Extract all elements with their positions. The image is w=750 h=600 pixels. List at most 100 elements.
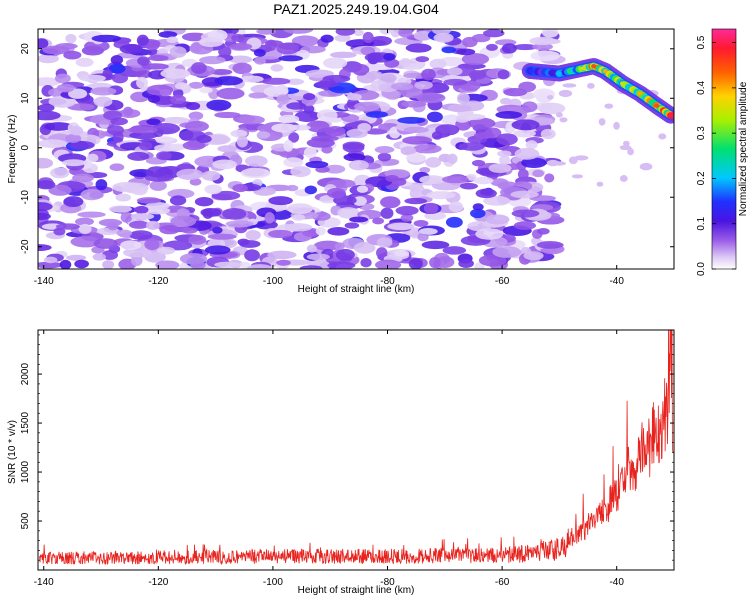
noise-blob [365, 176, 393, 188]
noise-blob [400, 213, 414, 222]
noise-blob [288, 132, 300, 143]
noise-blob [473, 132, 496, 139]
noise-blob [379, 29, 392, 35]
noise-blob [443, 78, 468, 86]
colorbar-tick-label: 0.2 [696, 171, 707, 185]
noise-blob [239, 261, 251, 269]
snr-x-tick-label: -40 [609, 577, 624, 588]
snr-x-axis-label: Height of straight line (km) [298, 585, 415, 596]
noise-blob [102, 260, 115, 269]
noise-blob [146, 220, 160, 231]
noise-blob [74, 259, 89, 269]
noise-blob [306, 138, 335, 148]
noise-blob [211, 190, 241, 201]
noise-blob [353, 242, 376, 254]
noise-blob [329, 51, 357, 59]
colorbar-tick-label: 0.5 [696, 35, 707, 49]
noise-blob [390, 29, 401, 38]
noise-blob [342, 142, 365, 153]
heatmap-y-tick-label: 0 [20, 145, 31, 151]
noise-blob [129, 230, 153, 240]
noise-blob [93, 238, 118, 249]
noise-blob [380, 207, 394, 219]
noise-blob [568, 156, 578, 165]
noise-blob [395, 205, 419, 216]
noise-blob [619, 174, 628, 182]
noise-blob [471, 159, 486, 167]
noise-blob [468, 117, 496, 130]
noise-blob [562, 83, 577, 88]
noise-blob [136, 197, 162, 204]
colorbar-gradient [711, 28, 737, 270]
noise-blob [38, 180, 56, 190]
heatmap-y-ticks: -20 -10 0 10 20 [20, 43, 674, 254]
noise-blob [517, 168, 529, 180]
signal-peak [654, 103, 660, 108]
noise-blob [137, 56, 150, 66]
noise-blob [337, 207, 360, 219]
signal-peak [591, 64, 597, 69]
noise-blob [276, 259, 291, 266]
noise-blob [357, 122, 372, 133]
noise-blob [189, 178, 202, 186]
noise-blob [128, 126, 158, 134]
noise-blob [483, 195, 511, 206]
noise-blob [349, 216, 369, 223]
noise-blob [198, 37, 224, 48]
noise-blob [346, 93, 362, 101]
heatmap-y-tick-label: -20 [20, 239, 31, 254]
noise-blob [447, 153, 458, 165]
colorbar-tick-label: 0.0 [696, 262, 707, 276]
noise-blob [384, 89, 401, 100]
noise-blob [38, 244, 52, 252]
noise-blob [421, 68, 436, 81]
noise-blob [478, 254, 507, 267]
noise-blob [377, 152, 392, 162]
noise-blob [55, 223, 80, 230]
noise-blob [413, 30, 433, 41]
noise-blob [511, 209, 540, 218]
noise-blob [305, 69, 334, 78]
noise-blob [90, 87, 117, 96]
noise-blob [127, 151, 150, 161]
noise-blob [488, 163, 512, 173]
noise-blob [365, 111, 389, 118]
noise-blob [511, 119, 540, 131]
noise-blob [130, 255, 143, 267]
noise-blob [222, 208, 247, 220]
noise-blob [429, 58, 447, 70]
noise-blob [256, 131, 271, 139]
heatmap-x-tick-label: -40 [609, 276, 624, 287]
noise-blob [441, 46, 457, 54]
snr-x-tick-label: -100 [263, 577, 283, 588]
noise-blob [194, 197, 214, 207]
noise-blob [110, 55, 124, 65]
noise-blob [72, 173, 94, 183]
noise-blob [230, 129, 248, 138]
noise-blob [160, 68, 191, 79]
noise-blob [38, 139, 68, 148]
colorbar-tick-label: 0.1 [696, 216, 707, 230]
noise-blob [486, 43, 498, 51]
noise-blob [152, 123, 180, 135]
noise-blob [120, 211, 133, 223]
noise-blob [456, 48, 476, 56]
noise-blob [455, 116, 470, 123]
noise-blob [244, 155, 268, 167]
noise-blob [303, 147, 317, 159]
noise-blob [86, 153, 99, 163]
noise-blob [107, 221, 119, 231]
noise-blob [412, 144, 442, 154]
colorbar-tick-label: 0.4 [696, 80, 707, 94]
noise-blob [244, 249, 260, 262]
noise-blob [380, 196, 401, 209]
noise-blob [365, 70, 384, 80]
noise-blob [242, 167, 265, 177]
noise-blob [155, 260, 180, 269]
noise-blob [314, 81, 340, 88]
noise-blob [214, 76, 243, 86]
noise-blob [288, 124, 311, 131]
noise-blob [414, 80, 433, 90]
colorbar: 0.0 0.1 0.2 0.3 0.4 0.5 Normalized spectral a… [696, 28, 749, 276]
noise-blob [188, 234, 207, 245]
